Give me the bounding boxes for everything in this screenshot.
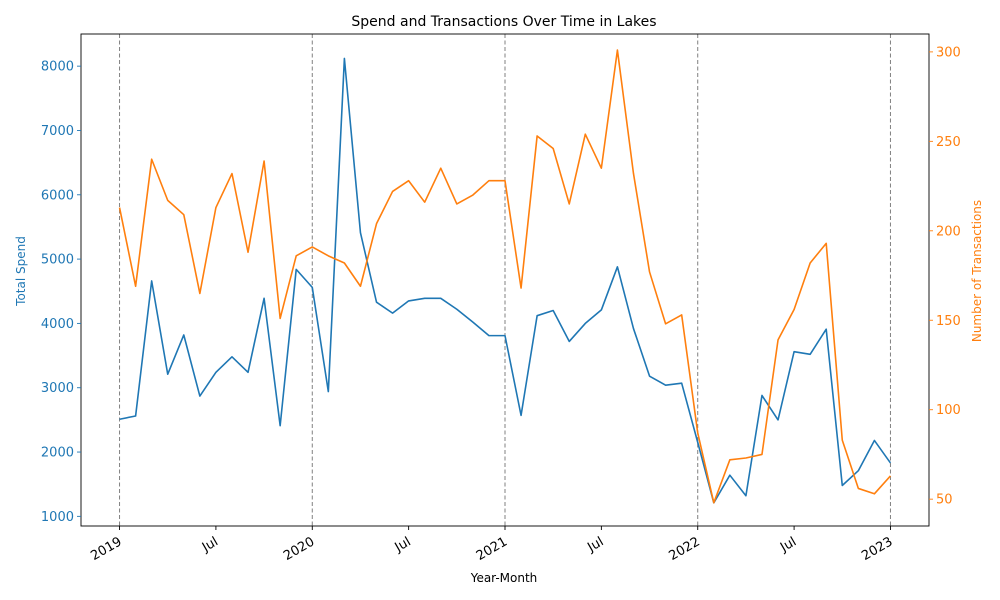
y-left-tick-label: 6000 xyxy=(41,188,74,203)
series-line-number-of-transactions xyxy=(118,49,892,504)
y-left-tick-label: 5000 xyxy=(41,253,74,268)
y-axis-left: 1000 2000 3000 4000 5000 6000 7000 8000 xyxy=(41,60,81,525)
y-right-tick-label: 300 xyxy=(936,45,961,60)
y-left-tick-label: 7000 xyxy=(41,124,74,139)
x-axis: 2019 Jul 2020 Jul 2021 Jul 2022 Jul 2023 xyxy=(88,526,895,564)
x-tick-label: 2023 xyxy=(859,534,895,564)
y-right-tick-label: 150 xyxy=(936,314,961,329)
y-left-tick-label: 1000 xyxy=(41,510,74,525)
series-line-total-spend xyxy=(119,57,892,504)
y-right-tick-label: 50 xyxy=(936,493,953,508)
y-left-tick-label: 2000 xyxy=(41,446,74,461)
x-tick-label: Jul xyxy=(199,534,221,555)
y-axis-right: 50 100 150 200 250 300 xyxy=(929,45,961,508)
y-right-tick-label: 250 xyxy=(936,135,961,150)
x-tick-label: Jul xyxy=(777,534,799,555)
y-left-tick-label: 4000 xyxy=(41,317,74,332)
plot-area xyxy=(80,33,930,527)
y-left-tick-label: 8000 xyxy=(41,60,74,75)
chart-title: Spend and Transactions Over Time in Lake… xyxy=(351,14,656,30)
x-tick-label: 2022 xyxy=(667,534,703,564)
y-right-tick-label: 100 xyxy=(936,403,961,418)
y-axis-left-title: Total Spend xyxy=(14,236,28,307)
y-left-tick-label: 3000 xyxy=(41,381,74,396)
x-tick-label: Jul xyxy=(392,534,414,555)
x-axis-title: Year-Month xyxy=(470,571,538,585)
y-right-tick-label: 200 xyxy=(936,224,961,239)
x-tick-label: 2020 xyxy=(281,534,317,564)
x-tick-label: Jul xyxy=(584,534,606,555)
x-tick-label: 2021 xyxy=(474,534,510,564)
y-axis-right-title: Number of Transactions xyxy=(970,200,984,342)
x-tick-label: 2019 xyxy=(88,534,124,564)
